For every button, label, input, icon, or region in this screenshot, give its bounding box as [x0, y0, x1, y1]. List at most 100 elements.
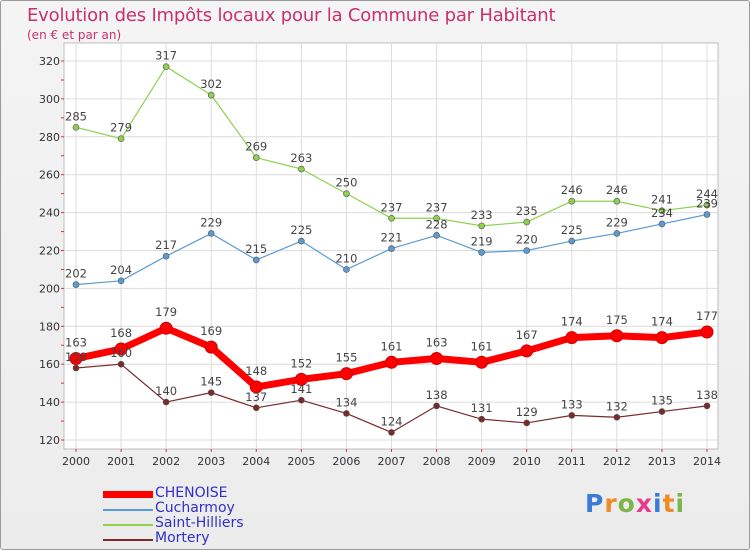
data-point-chenoise-2000	[69, 352, 83, 366]
x-tick-label-2009: 2009	[468, 455, 496, 468]
proxiti-logo: Proxiti	[585, 489, 685, 518]
data-point-cucharmoy-2014	[703, 211, 711, 218]
data-label-saint-hilliers-2005: 263	[290, 151, 312, 165]
y-tick-label-320: 320	[39, 55, 60, 68]
data-label-cucharmoy-2010: 220	[516, 233, 538, 247]
legend-label-chenoise: CHENOISE	[155, 485, 228, 501]
data-point-chenoise-2014	[700, 325, 714, 339]
data-point-saint-hilliers-2008	[433, 214, 440, 222]
y-tick-label-280: 280	[39, 131, 60, 144]
x-tick-label-2006: 2006	[332, 455, 360, 468]
logo-letter: P	[585, 489, 605, 518]
data-point-mortery-2005	[298, 396, 305, 404]
data-label-chenoise-2011: 174	[561, 315, 583, 329]
data-point-saint-hilliers-2001	[117, 135, 125, 142]
y-tick-label-140: 140	[39, 396, 60, 409]
data-label-mortery-2004: 137	[245, 390, 267, 404]
data-label-cucharmoy-2013: 234	[651, 206, 673, 220]
data-point-chenoise-2002	[159, 321, 173, 335]
data-point-saint-hilliers-2009	[478, 222, 485, 230]
data-point-mortery-2009	[478, 415, 485, 423]
data-point-mortery-2001	[117, 360, 125, 368]
data-label-cucharmoy-2000: 202	[65, 267, 87, 281]
data-point-saint-hilliers-2012	[613, 197, 621, 205]
data-point-mortery-2000	[72, 364, 80, 372]
data-label-chenoise-2002: 179	[155, 305, 177, 319]
y-tick-label-220: 220	[39, 245, 60, 258]
data-point-chenoise-2009	[475, 355, 489, 369]
data-point-mortery-2013	[658, 408, 666, 415]
data-point-chenoise-2006	[339, 367, 353, 381]
data-label-mortery-2002: 140	[155, 384, 177, 398]
data-label-mortery-2010: 129	[516, 405, 538, 419]
x-tick-label-2012: 2012	[603, 455, 631, 468]
data-label-cucharmoy-2009: 219	[471, 234, 493, 248]
data-point-cucharmoy-2000	[72, 281, 80, 288]
data-point-saint-hilliers-2007	[388, 214, 395, 222]
x-tick-label-2013: 2013	[648, 455, 676, 468]
logo-letter: i	[653, 489, 663, 518]
data-point-cucharmoy-2008	[433, 232, 440, 239]
data-point-saint-hilliers-2011	[568, 197, 576, 205]
x-tick-label-2004: 2004	[242, 455, 270, 468]
data-point-saint-hilliers-2002	[162, 63, 170, 70]
data-point-cucharmoy-2010	[523, 247, 531, 254]
legend-swatch-cucharmoy	[103, 509, 153, 511]
data-label-saint-hilliers-2009: 233	[471, 208, 493, 222]
data-label-mortery-2011: 133	[561, 397, 583, 411]
data-label-mortery-2006: 134	[335, 395, 357, 409]
data-point-cucharmoy-2004	[252, 256, 260, 264]
data-point-chenoise-2005	[294, 372, 308, 386]
data-point-mortery-2014	[703, 402, 711, 410]
data-point-chenoise-2011	[565, 331, 579, 345]
data-label-saint-hilliers-2013: 241	[651, 193, 673, 207]
data-label-mortery-2005: 141	[290, 382, 312, 396]
data-point-mortery-2004	[252, 404, 260, 412]
data-point-mortery-2003	[207, 389, 215, 396]
x-tick-label-2014: 2014	[693, 455, 721, 468]
data-label-saint-hilliers-2008: 237	[426, 200, 448, 214]
data-point-mortery-2010	[523, 419, 531, 427]
logo-letter: r	[604, 489, 618, 518]
data-label-saint-hilliers-2007: 237	[381, 200, 403, 214]
data-label-cucharmoy-2006: 210	[335, 251, 357, 265]
data-label-chenoise-2008: 163	[426, 336, 448, 350]
x-tick-label-2002: 2002	[152, 455, 180, 468]
logo-letter: o	[617, 489, 636, 518]
data-point-cucharmoy-2012	[613, 230, 621, 237]
data-label-cucharmoy-2012: 229	[606, 215, 628, 229]
y-tick-label-260: 260	[39, 169, 60, 182]
data-point-chenoise-2007	[385, 355, 398, 369]
data-label-mortery-2001: 160	[110, 346, 132, 360]
data-point-saint-hilliers-2014	[703, 201, 711, 209]
data-point-mortery-2008	[433, 402, 440, 410]
data-label-chenoise-2003: 169	[200, 324, 222, 338]
data-point-mortery-2012	[613, 413, 621, 421]
data-label-saint-hilliers-2002: 317	[155, 49, 177, 63]
data-label-saint-hilliers-2001: 279	[110, 121, 132, 135]
data-point-saint-hilliers-2005	[298, 165, 305, 173]
data-label-saint-hilliers-2011: 246	[561, 183, 583, 197]
logo-letter: i	[675, 489, 686, 518]
data-label-chenoise-2004: 148	[245, 364, 267, 378]
data-label-saint-hilliers-2004: 269	[245, 140, 267, 154]
data-point-cucharmoy-2003	[207, 230, 215, 237]
x-tick-label-2011: 2011	[558, 455, 586, 468]
data-point-cucharmoy-2007	[388, 245, 395, 252]
data-point-chenoise-2008	[430, 352, 444, 366]
legend-label-saint-hilliers: Saint-Hilliers	[155, 515, 244, 531]
data-label-cucharmoy-2002: 217	[155, 238, 177, 252]
data-label-cucharmoy-2008: 228	[426, 217, 448, 231]
data-point-saint-hilliers-2013	[658, 207, 666, 215]
data-point-mortery-2007	[388, 429, 395, 436]
data-point-chenoise-2013	[655, 331, 669, 345]
data-point-cucharmoy-2013	[658, 220, 666, 228]
logo-letter: x	[635, 489, 653, 518]
x-tick-label-2010: 2010	[513, 455, 541, 468]
data-point-saint-hilliers-2006	[343, 190, 350, 197]
data-label-chenoise-2014: 177	[696, 309, 718, 323]
data-label-cucharmoy-2011: 225	[561, 223, 583, 237]
data-label-mortery-2012: 132	[606, 399, 628, 413]
data-label-cucharmoy-2004: 215	[245, 242, 267, 256]
